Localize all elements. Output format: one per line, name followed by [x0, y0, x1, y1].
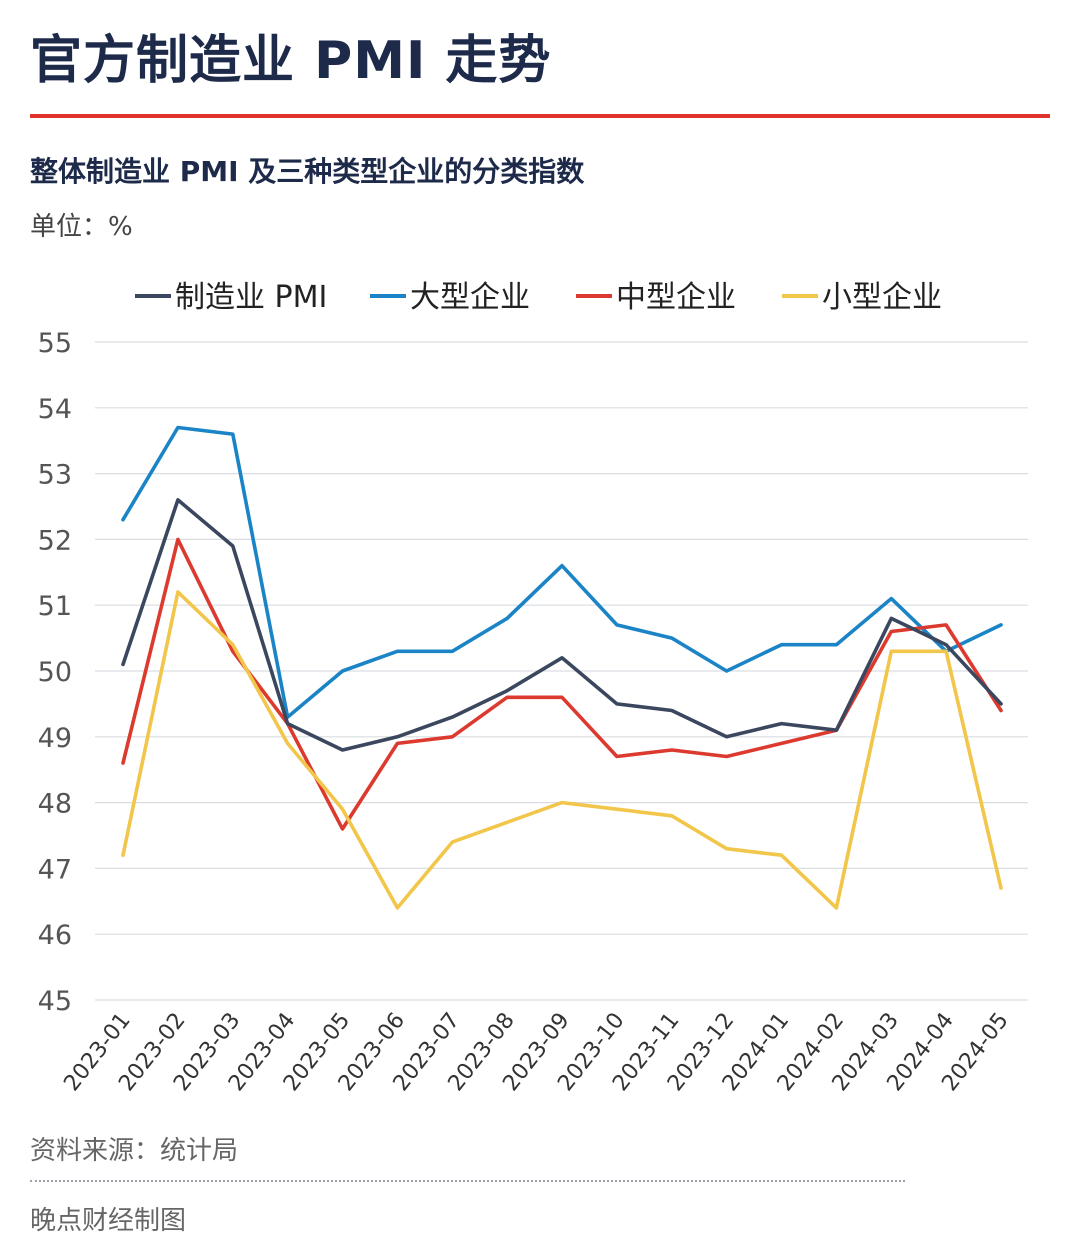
y-tick-label: 48 — [38, 789, 72, 820]
y-tick-label: 55 — [38, 328, 72, 359]
chart-credit: 晚点财经制图 — [30, 1206, 187, 1236]
y-tick-label: 54 — [38, 394, 72, 425]
data-source: 资料来源：统计局 — [30, 1136, 239, 1166]
pmi-line-chart: 45 46 47 48 49 50 51 52 53 54 55 2023-012023-02202… — [38, 280, 1028, 1096]
legend-label: 大型企业 — [410, 280, 530, 315]
y-tick-label: 46 — [38, 920, 72, 951]
footer-divider — [30, 1180, 905, 1182]
unit-label: 单位：% — [30, 212, 133, 242]
series-lines — [121, 425, 1003, 910]
series-line-1 — [121, 498, 1003, 752]
page-title: 官方制造业 PMI 走势 — [30, 31, 552, 91]
legend-label: 小型企业 — [822, 280, 942, 315]
chart-subtitle: 整体制造业 PMI 及三种类型企业的分类指数 — [30, 155, 585, 188]
series-line-2 — [121, 425, 1003, 719]
legend: 制造业 PMI 大型企业 中型企业 小型企业 — [135, 280, 942, 315]
y-tick-label: 45 — [38, 986, 72, 1017]
y-tick-label: 53 — [38, 460, 72, 491]
y-tick-labels: 45 46 47 48 49 50 51 52 53 54 55 — [38, 328, 72, 1017]
y-tick-label: 49 — [38, 723, 72, 754]
series-line-3 — [121, 537, 1003, 831]
legend-label: 制造业 PMI — [175, 280, 327, 315]
y-tick-label: 50 — [38, 657, 72, 688]
legend-label: 中型企业 — [616, 280, 736, 315]
y-tick-label: 51 — [38, 591, 72, 622]
x-tick-labels: 2023-012023-022023-032023-042023-052023-… — [59, 1008, 1013, 1096]
series-line-4 — [121, 590, 1003, 910]
title-divider — [30, 114, 1050, 118]
y-tick-label: 52 — [38, 525, 72, 556]
y-tick-label: 47 — [38, 854, 72, 885]
